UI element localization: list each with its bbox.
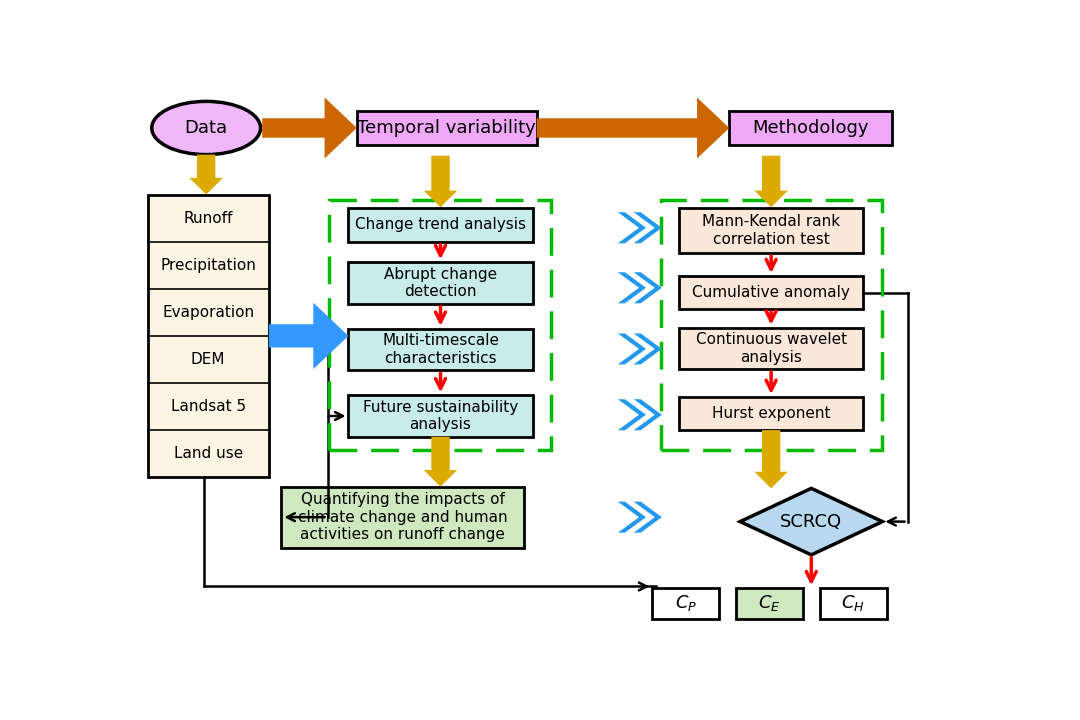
Polygon shape bbox=[262, 97, 356, 158]
FancyBboxPatch shape bbox=[735, 588, 802, 618]
FancyBboxPatch shape bbox=[282, 487, 524, 548]
Polygon shape bbox=[423, 156, 457, 207]
Polygon shape bbox=[189, 155, 222, 194]
Text: Evaporation: Evaporation bbox=[162, 305, 254, 320]
Polygon shape bbox=[634, 333, 662, 364]
FancyBboxPatch shape bbox=[349, 395, 532, 437]
Polygon shape bbox=[634, 399, 662, 431]
Text: Temporal variability: Temporal variability bbox=[357, 119, 536, 137]
Text: Quantifying the impacts of
climate change and human
activities on runoff change: Quantifying the impacts of climate chang… bbox=[298, 492, 508, 542]
Polygon shape bbox=[423, 437, 457, 487]
Text: Mann-Kendal rank
correlation test: Mann-Kendal rank correlation test bbox=[702, 215, 840, 247]
FancyBboxPatch shape bbox=[679, 397, 863, 430]
Polygon shape bbox=[618, 399, 646, 431]
Text: DEM: DEM bbox=[191, 352, 226, 367]
Polygon shape bbox=[618, 333, 646, 364]
Text: Cumulative anomaly: Cumulative anomaly bbox=[692, 285, 850, 300]
Text: SCRCQ: SCRCQ bbox=[780, 513, 842, 531]
Text: Multi-timescale
characteristics: Multi-timescale characteristics bbox=[382, 333, 499, 366]
Polygon shape bbox=[618, 212, 646, 243]
Polygon shape bbox=[618, 502, 646, 533]
Text: Runoff: Runoff bbox=[184, 210, 233, 225]
Polygon shape bbox=[269, 302, 349, 369]
Ellipse shape bbox=[151, 102, 260, 155]
Text: Future sustainability
analysis: Future sustainability analysis bbox=[363, 400, 518, 432]
FancyBboxPatch shape bbox=[820, 588, 887, 618]
FancyBboxPatch shape bbox=[679, 208, 863, 253]
FancyBboxPatch shape bbox=[729, 112, 892, 145]
Polygon shape bbox=[634, 272, 662, 303]
FancyBboxPatch shape bbox=[349, 262, 532, 304]
Polygon shape bbox=[537, 97, 729, 158]
FancyBboxPatch shape bbox=[679, 328, 863, 369]
FancyBboxPatch shape bbox=[652, 588, 719, 618]
FancyBboxPatch shape bbox=[356, 112, 537, 145]
Text: Continuous wavelet
analysis: Continuous wavelet analysis bbox=[696, 332, 847, 364]
FancyBboxPatch shape bbox=[679, 276, 863, 310]
Polygon shape bbox=[618, 272, 646, 303]
Text: $C_H$: $C_H$ bbox=[841, 593, 865, 613]
Polygon shape bbox=[754, 430, 788, 488]
Text: Change trend analysis: Change trend analysis bbox=[355, 217, 526, 233]
Text: Land use: Land use bbox=[174, 446, 243, 462]
Text: Data: Data bbox=[185, 119, 228, 137]
Polygon shape bbox=[634, 502, 662, 533]
Text: Abrupt change
detection: Abrupt change detection bbox=[384, 266, 497, 299]
Text: $C_P$: $C_P$ bbox=[675, 593, 697, 613]
Text: $C_E$: $C_E$ bbox=[758, 593, 781, 613]
Text: Landsat 5: Landsat 5 bbox=[171, 399, 246, 414]
FancyBboxPatch shape bbox=[148, 194, 269, 477]
Text: Methodology: Methodology bbox=[753, 119, 869, 137]
FancyBboxPatch shape bbox=[349, 208, 532, 242]
FancyBboxPatch shape bbox=[349, 328, 532, 370]
Polygon shape bbox=[740, 488, 882, 555]
Text: Hurst exponent: Hurst exponent bbox=[712, 406, 831, 421]
Polygon shape bbox=[634, 212, 662, 243]
Text: Precipitation: Precipitation bbox=[160, 258, 256, 273]
Polygon shape bbox=[754, 156, 788, 207]
